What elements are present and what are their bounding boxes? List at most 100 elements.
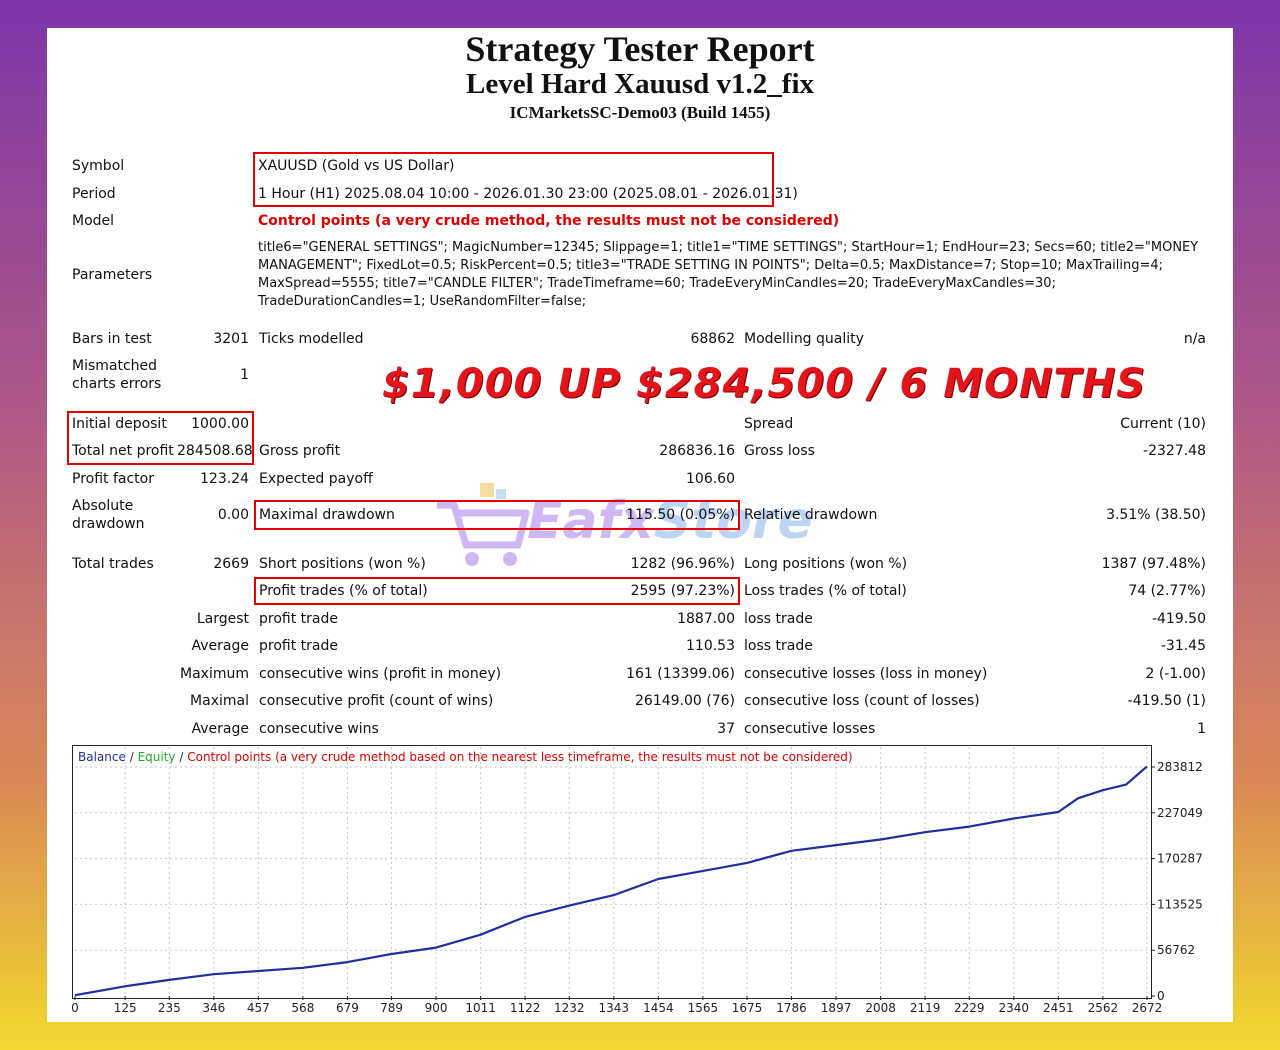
long-positions-value: 1387 (97.48%) (1101, 556, 1206, 572)
maximal-cons-loss-value: -419.50 (1) (1127, 693, 1206, 709)
y-tick-label: 170287 (1157, 852, 1203, 866)
profit-trades-highlight (254, 577, 740, 605)
average-loss-value: -31.45 (1160, 638, 1206, 654)
x-tick-label: 2562 (1088, 1001, 1119, 1015)
y-tick-label: 283812 (1157, 760, 1203, 774)
bars-value: 3201 (213, 331, 249, 347)
ticks-value: 68862 (690, 331, 735, 347)
legend-balance: Balance (78, 750, 126, 764)
server-build: ICMarketsSC-Demo03 (Build 1455) (509, 103, 771, 122)
x-tick-label: 125 (114, 1001, 137, 1015)
average-profit-label: profit trade (259, 638, 338, 654)
x-tick-label: 679 (336, 1001, 359, 1015)
x-tick-label: 2008 (865, 1001, 896, 1015)
largest-profit-label: profit trade (259, 611, 338, 627)
legend-separator: / (129, 750, 134, 764)
net-profit-value: 284508.68 (177, 443, 253, 459)
parameters-value: title6="GENERAL SETTINGS"; MagicNumber=1… (258, 240, 1199, 309)
largest-loss-value: -419.50 (1151, 611, 1206, 627)
x-tick-label: 1343 (599, 1001, 630, 1015)
x-tick-label: 2340 (999, 1001, 1030, 1015)
largest-profit-value: 1887.00 (677, 611, 735, 627)
balance-chart-frame (72, 745, 1152, 999)
gross-profit-value: 286836.16 (659, 443, 735, 459)
y-tick-label: 113525 (1157, 897, 1203, 911)
gross-loss-value: -2327.48 (1143, 443, 1206, 459)
deposit-profit-highlight (67, 411, 254, 465)
maximal-cons-loss-label: consecutive loss (count of losses) (744, 693, 980, 709)
profit-factor-value: 123.24 (200, 471, 249, 487)
avg-cons-wins-label: consecutive wins (259, 721, 379, 737)
x-tick-label: 1454 (643, 1001, 674, 1015)
net-profit-label: Total net profit (72, 443, 174, 459)
x-tick-label: 1122 (510, 1001, 541, 1015)
profit-trades-value: 2595 (97.23%) (630, 583, 735, 599)
mismatch-label-1: Mismatched (72, 358, 158, 374)
period-value: 1 Hour (H1) 2025.08.04 10:00 - 2026.01.3… (258, 186, 798, 202)
maximal-label: Maximal (190, 693, 249, 709)
expected-payoff-value: 106.60 (686, 471, 735, 487)
x-tick-label: 2119 (910, 1001, 941, 1015)
expert-name: Level Hard Xauusd v1.2_fix (465, 68, 815, 100)
average-profit-value: 110.53 (686, 638, 735, 654)
period-label: Period (72, 186, 116, 202)
parameters-label: Parameters (72, 267, 153, 283)
x-tick-label: 346 (202, 1001, 225, 1015)
maximal-cons-profit-label: consecutive profit (count of wins) (259, 693, 494, 709)
x-tick-label: 568 (291, 1001, 314, 1015)
symbol-period-highlight (253, 152, 774, 207)
max-cons-losses-value: 2 (-1.00) (1145, 666, 1206, 682)
model-label: Model (72, 213, 115, 229)
max-cons-wins-label: consecutive wins (profit in money) (259, 666, 502, 682)
total-trades-label: Total trades (72, 556, 154, 572)
initial-deposit-value: 1000.00 (191, 416, 249, 432)
x-tick-label: 900 (425, 1001, 448, 1015)
short-positions-value: 1282 (96.96%) (630, 556, 735, 572)
abs-drawdown-label-2: drawdown (72, 516, 145, 532)
gross-loss-label: Gross loss (744, 443, 815, 459)
symbol-value: XAUUSD (Gold vs US Dollar) (258, 158, 455, 174)
max-drawdown-value: 115.50 (0.05%) (626, 507, 735, 523)
bars-label: Bars in test (72, 331, 152, 347)
max-drawdown-highlight (254, 500, 740, 530)
profit-factor-label: Profit factor (72, 471, 154, 487)
x-tick-label: 1786 (776, 1001, 807, 1015)
y-tick-label: 56762 (1157, 943, 1195, 957)
report-title: Strategy Tester Report (465, 29, 815, 69)
average-cons-label: Average (191, 721, 250, 737)
abs-drawdown-value: 0.00 (217, 507, 249, 523)
promo-banner: $1,000 UP $284,500 / 6 MONTHS (382, 361, 1147, 407)
ticks-label: Ticks modelled (259, 331, 364, 347)
x-tick-label: 2229 (954, 1001, 985, 1015)
maximal-cons-profit-value: 26149.00 (76) (635, 693, 735, 709)
x-tick-label: 1565 (688, 1001, 719, 1015)
average-loss-label: loss trade (744, 638, 813, 654)
max-cons-losses-label: consecutive losses (loss in money) (744, 666, 988, 682)
max-cons-wins-value: 161 (13399.06) (626, 666, 735, 682)
x-tick-label: 2672 (1132, 1001, 1163, 1015)
x-tick-label: 1897 (821, 1001, 852, 1015)
x-tick-label: 0 (71, 1001, 79, 1015)
initial-deposit-label: Initial deposit (72, 416, 167, 432)
chart-legend: Balance / Equity / Control points (a ver… (78, 750, 853, 764)
legend-separator: / (179, 750, 184, 764)
average-label: Average (191, 638, 250, 654)
expected-payoff-label: Expected payoff (259, 471, 373, 487)
x-tick-label: 2451 (1043, 1001, 1074, 1015)
y-tick-label: 227049 (1157, 806, 1203, 820)
legend-equity: Equity (137, 750, 176, 764)
largest-loss-label: loss trade (744, 611, 813, 627)
x-tick-label: 789 (380, 1001, 403, 1015)
model-value: Control points (a very crude method, the… (258, 213, 840, 229)
loss-trades-label: Loss trades (% of total) (744, 583, 907, 599)
avg-cons-wins-value: 37 (717, 721, 735, 737)
strategy-tester-report: Strategy Tester Report Level Hard Xauusd… (47, 28, 1233, 1022)
maximum-label: Maximum (180, 666, 249, 682)
quality-label: Modelling quality (744, 331, 864, 347)
avg-cons-losses-label: consecutive losses (744, 721, 876, 737)
total-trades-value: 2669 (213, 556, 249, 572)
rel-drawdown-label: Relative drawdown (744, 507, 878, 523)
x-tick-label: 1011 (465, 1001, 496, 1015)
mismatch-label-2: charts errors (72, 376, 162, 392)
quality-value: n/a (1183, 331, 1206, 347)
